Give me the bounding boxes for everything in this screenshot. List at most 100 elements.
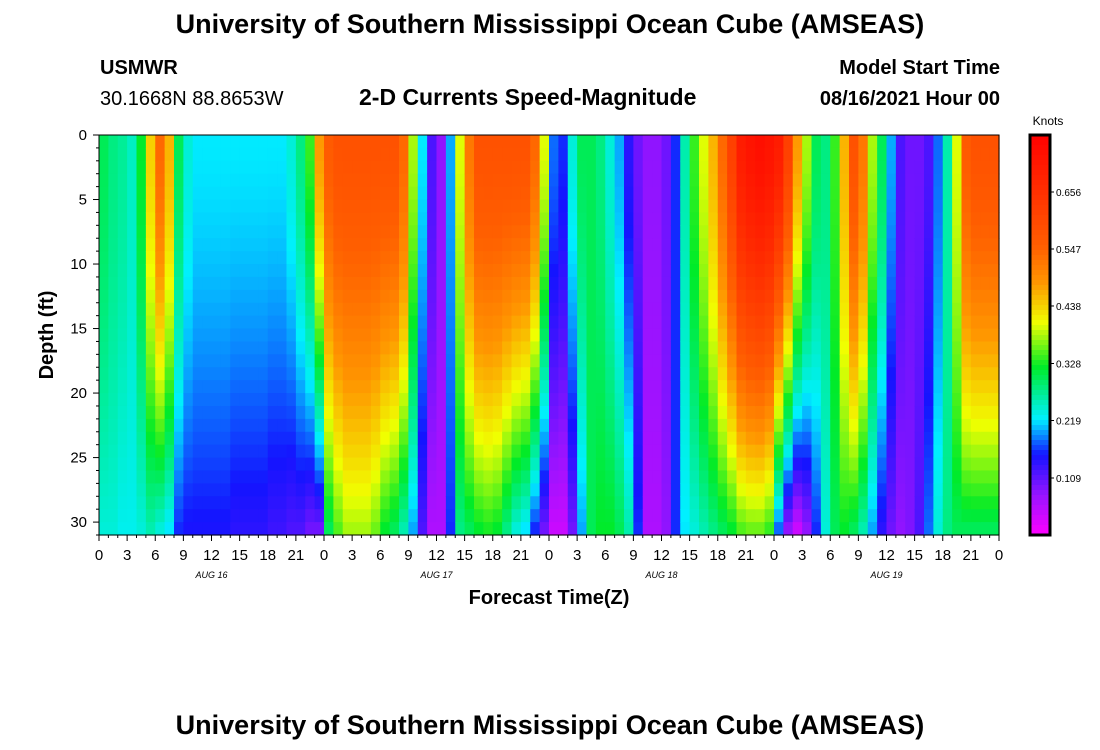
- heatmap-cell: [258, 418, 269, 433]
- heatmap-cell: [474, 160, 484, 175]
- heatmap-cell: [699, 509, 709, 523]
- colorbar-segment: [1030, 475, 1050, 481]
- heatmap-cell: [877, 289, 888, 304]
- heatmap-cell: [539, 276, 550, 291]
- heatmap-cell: [717, 328, 728, 343]
- heatmap-cell: [267, 418, 278, 433]
- heatmap-cell: [567, 212, 578, 226]
- heatmap-cell: [239, 212, 250, 226]
- heatmap-cell: [370, 264, 381, 278]
- heatmap-cell: [942, 380, 953, 394]
- colorbar-segment: [1030, 230, 1050, 236]
- heatmap-cell: [914, 496, 925, 510]
- heatmap-cell: [127, 328, 138, 343]
- heatmap-cell: [136, 238, 147, 252]
- heatmap-cell: [727, 225, 738, 239]
- heatmap-cell: [820, 444, 831, 459]
- heatmap-cell: [417, 393, 428, 407]
- heatmap-cell: [502, 367, 513, 381]
- heatmap-cell: [633, 328, 644, 343]
- heatmap-cell: [614, 522, 625, 536]
- heatmap-cell: [202, 328, 213, 343]
- heatmap-cell: [699, 264, 709, 278]
- heatmap-cell: [689, 470, 700, 484]
- heatmap-cell: [642, 264, 653, 278]
- heatmap-cell: [220, 470, 231, 484]
- heatmap-cell: [905, 367, 916, 381]
- heatmap-cell: [249, 135, 259, 149]
- heatmap-cell: [689, 289, 700, 304]
- heatmap-cell: [464, 341, 475, 355]
- heatmap-cell: [164, 522, 175, 536]
- heatmap-cell: [783, 199, 794, 214]
- heatmap-cell: [839, 367, 850, 381]
- heatmap-cell: [305, 341, 316, 355]
- heatmap-cell: [745, 393, 756, 407]
- heatmap-cell: [933, 238, 944, 252]
- heatmap-cell: [520, 160, 531, 175]
- heatmap-cell: [924, 302, 934, 317]
- heatmap-cell: [145, 212, 156, 226]
- heatmap-cell: [249, 509, 259, 523]
- heatmap-cell: [933, 367, 944, 381]
- heatmap-cell: [389, 341, 400, 355]
- heatmap-cell: [942, 199, 953, 214]
- heatmap-cell: [549, 354, 559, 368]
- heatmap-cell: [661, 341, 672, 355]
- heatmap-cell: [539, 431, 550, 446]
- heatmap-cell: [933, 302, 944, 317]
- heatmap-cell: [877, 264, 888, 278]
- heatmap-cell: [642, 160, 653, 175]
- heatmap-cell: [399, 380, 409, 394]
- heatmap-cell: [989, 264, 1000, 278]
- heatmap-cell: [211, 483, 222, 497]
- heatmap-cell: [830, 135, 841, 149]
- heatmap-cell: [745, 418, 756, 433]
- heatmap-cell: [614, 457, 625, 472]
- heatmap-cell: [820, 264, 831, 278]
- heatmap-cell: [549, 238, 559, 252]
- heatmap-cell: [464, 238, 475, 252]
- heatmap-cell: [764, 393, 775, 407]
- heatmap-cell: [624, 393, 634, 407]
- heatmap-cell: [877, 251, 888, 265]
- heatmap-cell: [652, 135, 663, 149]
- heatmap-cell: [530, 418, 541, 433]
- heatmap-cell: [867, 302, 878, 317]
- colorbar-segment: [1030, 265, 1050, 271]
- heatmap-cell: [764, 251, 775, 265]
- heatmap-cell: [249, 302, 259, 317]
- heatmap-cell: [652, 418, 663, 433]
- heatmap-cell: [717, 160, 728, 175]
- heatmap-cell: [905, 341, 916, 355]
- heatmap-cell: [736, 328, 747, 343]
- heatmap-cell: [558, 212, 569, 226]
- heatmap-cell: [614, 186, 625, 201]
- heatmap-cell: [652, 173, 663, 188]
- heatmap-cell: [520, 264, 531, 278]
- heatmap-cell: [474, 444, 484, 459]
- heatmap-cell: [895, 509, 906, 523]
- heatmap-cell: [474, 393, 484, 407]
- heatmap-cell: [727, 405, 738, 420]
- heatmap-cell: [774, 225, 784, 239]
- heatmap-cell: [202, 276, 213, 291]
- heatmap-cell: [830, 264, 841, 278]
- heatmap-cell: [727, 431, 738, 446]
- heatmap-cell: [502, 380, 513, 394]
- heatmap-cell: [558, 418, 569, 433]
- heatmap-cell: [624, 341, 634, 355]
- heatmap-cell: [661, 289, 672, 304]
- heatmap-cell: [802, 393, 813, 407]
- heatmap-cell: [624, 173, 634, 188]
- heatmap-cell: [792, 173, 803, 188]
- heatmap-cell: [239, 160, 250, 175]
- heatmap-cell: [408, 328, 419, 343]
- heatmap-cell: [108, 199, 119, 214]
- heatmap-cell: [970, 444, 981, 459]
- heatmap-cell: [924, 444, 934, 459]
- heatmap-cell: [970, 418, 981, 433]
- heatmap-cell: [427, 315, 438, 330]
- heatmap-cell: [389, 380, 400, 394]
- heatmap-cell: [286, 302, 297, 317]
